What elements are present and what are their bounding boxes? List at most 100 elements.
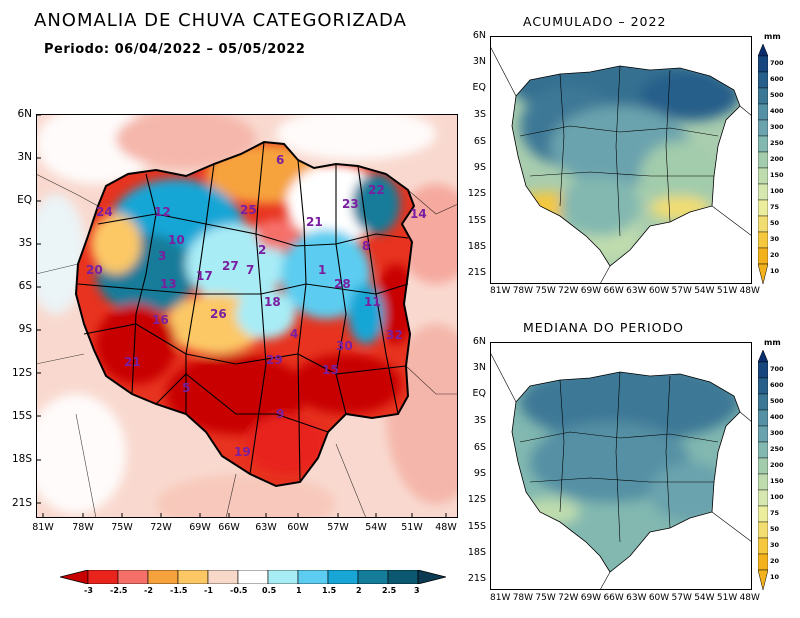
colorbar-label: 0.5 (262, 586, 277, 595)
lat-label: 3N (17, 151, 32, 163)
colorbar-label: 2 (356, 586, 362, 595)
basin-number: 17 (196, 269, 213, 283)
lon-label: 75W (535, 286, 556, 296)
mm-label: 150 (770, 477, 784, 485)
lat-label: 21S (467, 267, 486, 278)
basin-number: 20 (86, 263, 103, 277)
mm-colorbar-labels: 700 600 500 400 300 250 200 150 100 75 5… (770, 361, 784, 585)
colorbar-label: 1.5 (322, 586, 337, 595)
lat-label: 12S (467, 188, 486, 199)
colorbar-label: -3 (84, 586, 93, 595)
mm-label: 20 (770, 251, 780, 259)
lon-label: 48W (739, 593, 760, 603)
lat-label: 3S (473, 415, 486, 426)
basin-number: 8 (362, 239, 370, 253)
lon-label: 60W (287, 522, 309, 533)
lon-label: 75W (111, 522, 133, 533)
lon-label: 81W (490, 593, 511, 603)
lon-label: 69W (580, 286, 602, 296)
mm-label: 50 (770, 219, 780, 227)
mm-label: 400 (770, 107, 784, 115)
mm-label: 300 (770, 429, 784, 437)
basin-number: 30 (336, 339, 353, 353)
lat-label: 21S (11, 497, 32, 509)
basin-number: 7 (246, 263, 254, 277)
colorbar-label: 1 (296, 586, 302, 595)
mm-unit-label: mm (764, 338, 781, 347)
lon-label: 63W (626, 593, 647, 603)
mm-label: 100 (770, 493, 784, 501)
lon-label: 54W (694, 286, 715, 296)
lon-label: 63W (626, 286, 647, 296)
mm-label: 200 (770, 155, 784, 163)
mm-label: 50 (770, 525, 780, 533)
lon-label: 57W (327, 522, 349, 533)
lat-label: 3N (472, 56, 486, 67)
lat-label: 18S (11, 453, 32, 465)
mm-label: 400 (770, 413, 784, 421)
lat-label: 15S (467, 521, 486, 532)
basin-number: 9 (276, 407, 284, 421)
lat-label: 6S (18, 280, 32, 292)
lat-label: 6S (473, 136, 486, 147)
mm-label: 700 (770, 365, 784, 373)
lat-label: EQ (472, 82, 486, 93)
basin-number: 21 (124, 355, 141, 369)
lat-label: 12S (11, 367, 32, 379)
colorbar-label: -2.5 (110, 586, 128, 595)
anomaly-map: 6 22 24 12 25 21 23 14 10 2 8 20 3 17 27… (36, 114, 458, 518)
lon-label: 72W (150, 522, 172, 533)
mm-label: 700 (770, 59, 784, 67)
lon-label: 81W (490, 286, 511, 296)
mm-label: 600 (770, 75, 784, 83)
lon-label: 66W (603, 286, 624, 296)
lat-label: 21S (467, 573, 486, 584)
mm-label: 10 (770, 573, 780, 581)
mm-label: 100 (770, 187, 784, 195)
basin-number: 28 (334, 277, 351, 291)
basin-number: 26 (210, 307, 227, 321)
mm-label: 30 (770, 235, 780, 243)
lon-label: 78W (512, 593, 534, 603)
basin-number: 5 (182, 381, 190, 395)
basin-number: 22 (368, 183, 385, 197)
lon-label: 57W (671, 593, 692, 603)
lon-label: 66W (218, 522, 240, 533)
basin-number: 3 (158, 249, 166, 263)
lat-label: 15S (467, 215, 486, 226)
accumulated-mm-colorbar (758, 44, 768, 285)
mm-label: 250 (770, 139, 784, 147)
colorbar-label: -0.5 (230, 586, 248, 595)
basin-number: 11 (364, 295, 381, 309)
mm-label: 75 (770, 509, 780, 517)
lat-label: 18S (467, 547, 486, 558)
lon-label: 72W (558, 286, 579, 296)
basin-number: 19 (234, 445, 251, 459)
lat-label: EQ (17, 194, 32, 206)
mm-label: 500 (770, 91, 784, 99)
mm-label: 250 (770, 445, 784, 453)
mm-label: 30 (770, 541, 780, 549)
basin-number: 14 (410, 207, 427, 221)
mm-colorbar-labels: 700 600 500 400 300 250 200 150 100 75 5… (770, 55, 784, 279)
basin-number: 29 (266, 353, 283, 367)
median-map-title: MEDIANA DO PERIODO (523, 320, 684, 335)
lon-label: 54W (365, 522, 387, 533)
lon-label: 66W (603, 593, 624, 603)
lon-label: 81W (32, 522, 54, 533)
basin-number: 6 (276, 153, 284, 167)
basin-number: 18 (264, 295, 281, 309)
colorbar-label: 2.5 (382, 586, 397, 595)
lat-label: 6S (473, 442, 486, 453)
basin-number: 1 (318, 263, 326, 277)
mm-label: 20 (770, 557, 780, 565)
lat-label: 6N (17, 108, 32, 120)
lon-label: 57W (671, 286, 692, 296)
basin-number: 12 (154, 205, 171, 219)
basin-number: 32 (386, 328, 403, 342)
mm-label: 600 (770, 381, 784, 389)
colorbar-label: -2 (144, 586, 153, 595)
basin-number: 15 (322, 363, 339, 377)
lat-label: 9S (473, 468, 486, 479)
basin-number: 2 (258, 243, 266, 257)
